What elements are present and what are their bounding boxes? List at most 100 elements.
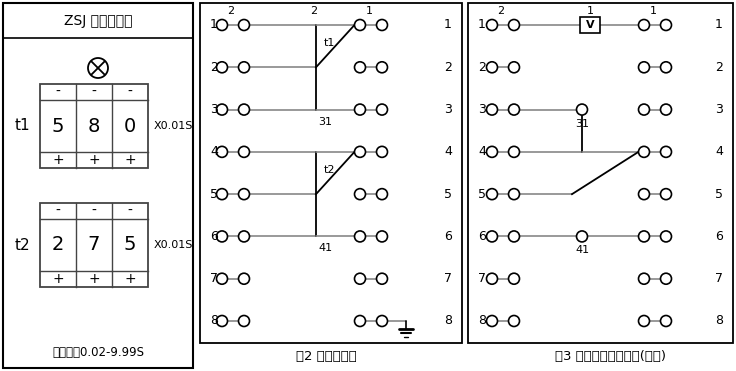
Circle shape <box>509 231 520 242</box>
Text: 6: 6 <box>715 230 723 243</box>
Bar <box>468 3 733 343</box>
Bar <box>40 203 148 287</box>
Circle shape <box>216 146 227 157</box>
Circle shape <box>660 315 671 326</box>
Text: -: - <box>55 85 60 99</box>
Text: 7: 7 <box>444 272 452 285</box>
Circle shape <box>238 315 250 326</box>
Circle shape <box>509 188 520 200</box>
Text: 41: 41 <box>575 246 589 255</box>
Circle shape <box>486 188 498 200</box>
Circle shape <box>355 273 366 284</box>
Circle shape <box>377 231 387 242</box>
Text: 1: 1 <box>478 19 486 32</box>
Circle shape <box>355 146 366 157</box>
Circle shape <box>216 104 227 115</box>
Circle shape <box>639 104 649 115</box>
Text: t2: t2 <box>14 237 30 253</box>
Circle shape <box>216 188 227 200</box>
Text: +: + <box>88 272 100 286</box>
Circle shape <box>486 273 498 284</box>
Text: 1: 1 <box>210 19 218 32</box>
Circle shape <box>377 315 387 326</box>
Text: 5: 5 <box>210 188 218 201</box>
Text: 0: 0 <box>124 116 136 135</box>
Text: 1: 1 <box>649 6 657 16</box>
Text: 1: 1 <box>715 19 723 32</box>
Text: 4: 4 <box>444 145 452 158</box>
Text: 7: 7 <box>715 272 723 285</box>
Circle shape <box>486 104 498 115</box>
Text: 8: 8 <box>88 116 100 135</box>
Circle shape <box>486 20 498 30</box>
Text: 31: 31 <box>318 116 332 127</box>
Circle shape <box>216 62 227 73</box>
Text: +: + <box>88 153 100 167</box>
Text: 2: 2 <box>478 61 486 74</box>
Circle shape <box>238 62 250 73</box>
Text: ZSJ 时间继电器: ZSJ 时间继电器 <box>64 13 132 27</box>
Text: 6: 6 <box>210 230 218 243</box>
Circle shape <box>377 62 387 73</box>
Circle shape <box>216 315 227 326</box>
Circle shape <box>660 188 671 200</box>
Circle shape <box>486 231 498 242</box>
Text: -: - <box>91 85 96 99</box>
Circle shape <box>355 20 366 30</box>
Circle shape <box>238 20 250 30</box>
Bar <box>40 84 148 168</box>
Text: 41: 41 <box>318 243 332 253</box>
Text: 5: 5 <box>52 116 64 135</box>
Circle shape <box>486 62 498 73</box>
Text: 1: 1 <box>366 6 372 16</box>
Text: 5: 5 <box>124 236 136 255</box>
Circle shape <box>660 104 671 115</box>
Text: 2: 2 <box>715 61 723 74</box>
Text: 1: 1 <box>587 6 593 16</box>
Text: 8: 8 <box>444 315 452 328</box>
Circle shape <box>509 20 520 30</box>
Bar <box>3 3 193 368</box>
Bar <box>200 3 462 343</box>
Text: 8: 8 <box>210 315 218 328</box>
Circle shape <box>639 62 649 73</box>
Text: 2: 2 <box>444 61 452 74</box>
Text: t1: t1 <box>324 38 336 48</box>
Text: 7: 7 <box>210 272 218 285</box>
Text: 2: 2 <box>311 6 317 16</box>
Text: 8: 8 <box>715 315 723 328</box>
Circle shape <box>377 104 387 115</box>
Text: -: - <box>91 204 96 218</box>
Text: t1: t1 <box>14 118 30 134</box>
Text: 4: 4 <box>715 145 723 158</box>
Circle shape <box>639 188 649 200</box>
Text: +: + <box>52 272 64 286</box>
Circle shape <box>355 315 366 326</box>
Circle shape <box>639 146 649 157</box>
Circle shape <box>355 231 366 242</box>
Text: 7: 7 <box>88 236 100 255</box>
Bar <box>580 17 600 33</box>
Circle shape <box>639 315 649 326</box>
Circle shape <box>355 62 366 73</box>
Text: 1: 1 <box>444 19 452 32</box>
Text: 7: 7 <box>478 272 486 285</box>
Circle shape <box>216 231 227 242</box>
Circle shape <box>377 188 387 200</box>
Circle shape <box>639 273 649 284</box>
Text: 31: 31 <box>575 119 589 129</box>
Text: 6: 6 <box>444 230 452 243</box>
Circle shape <box>660 20 671 30</box>
Circle shape <box>238 146 250 157</box>
Text: +: + <box>52 153 64 167</box>
Text: 3: 3 <box>715 103 723 116</box>
Text: 5: 5 <box>444 188 452 201</box>
Text: 图3 继电器端子接线图(背视): 图3 继电器端子接线图(背视) <box>555 351 666 364</box>
Circle shape <box>355 104 366 115</box>
Circle shape <box>639 20 649 30</box>
Circle shape <box>355 188 366 200</box>
Circle shape <box>377 20 387 30</box>
Text: +: + <box>124 272 136 286</box>
Circle shape <box>238 104 250 115</box>
Text: 2: 2 <box>52 236 64 255</box>
